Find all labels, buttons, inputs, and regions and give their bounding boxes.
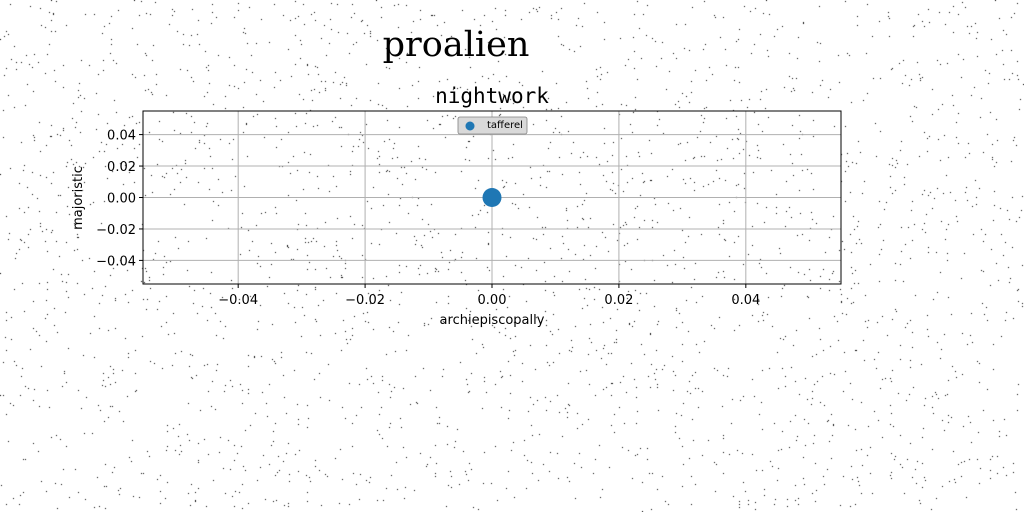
- y-tick-label: −0.02: [96, 223, 136, 238]
- data-point: [482, 188, 502, 207]
- y-tick-label: 0.00: [107, 192, 136, 207]
- figure-suptitle: proalien: [383, 25, 530, 65]
- grid-lines: [143, 111, 841, 284]
- x-tick-label: −0.02: [345, 293, 385, 308]
- y-tick-label: 0.04: [107, 129, 136, 144]
- legend-marker: [465, 121, 475, 131]
- x-tick-label: 0.02: [604, 293, 633, 308]
- legend-label: tafferel: [487, 120, 523, 131]
- data-points: [482, 188, 502, 207]
- legend-box: [457, 116, 528, 135]
- x-tick-label: −0.04: [218, 293, 258, 308]
- x-tick-label: 0.04: [731, 293, 760, 308]
- x-tick-label: 0.00: [478, 293, 507, 308]
- plot-frame: [142, 110, 842, 285]
- y-axis-label: majoristic: [71, 166, 86, 230]
- x-axis-label: archiepiscopally: [440, 313, 545, 328]
- legend: tafferel: [457, 116, 528, 135]
- y-tick-label: −0.04: [96, 254, 136, 269]
- chart-title: nightwork: [435, 84, 549, 108]
- y-tick-label: 0.02: [107, 160, 136, 175]
- x-axis-ticks: −0.04 −0.02 0.00 0.02 0.04: [218, 284, 760, 308]
- y-axis-ticks: −0.04 −0.02 0.00 0.02 0.04: [96, 129, 143, 269]
